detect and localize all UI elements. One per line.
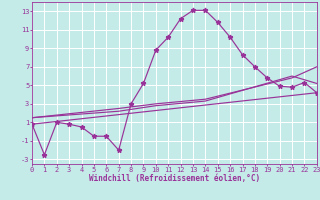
- X-axis label: Windchill (Refroidissement éolien,°C): Windchill (Refroidissement éolien,°C): [89, 174, 260, 183]
